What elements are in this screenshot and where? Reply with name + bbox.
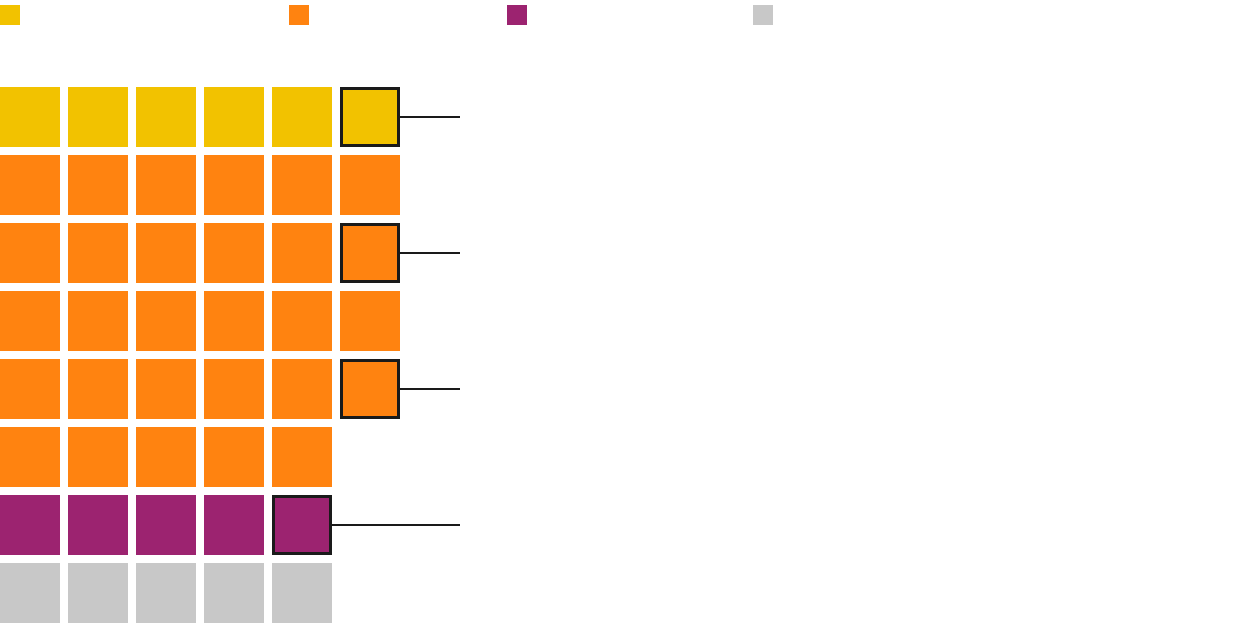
waffle-cell-orange (204, 155, 264, 215)
waffle-cell-orange (68, 427, 128, 487)
waffle-cell-yellow (272, 87, 332, 147)
waffle-cell-gray (68, 563, 128, 623)
waffle-cell-orange (0, 155, 60, 215)
waffle-cell-orange (0, 427, 60, 487)
waffle-cell-orange (0, 359, 60, 419)
waffle-cell-purple-highlighted (272, 495, 332, 555)
waffle-cell-purple (0, 495, 60, 555)
waffle-cell-orange (68, 359, 128, 419)
waffle-cell-yellow (0, 87, 60, 147)
legend-swatch-purple (507, 5, 527, 25)
waffle-cell-gray (272, 563, 332, 623)
waffle-cell-orange (68, 223, 128, 283)
waffle-cell-gray (204, 563, 264, 623)
chart-legend (0, 5, 773, 25)
waffle-cell-yellow (68, 87, 128, 147)
waffle-cell-orange (272, 223, 332, 283)
waffle-cell-orange (136, 359, 196, 419)
waffle-cell-orange-highlighted (340, 359, 400, 419)
waffle-cell-orange (0, 223, 60, 283)
legend-swatch-yellow (0, 5, 20, 25)
waffle-cell-orange (272, 291, 332, 351)
waffle-cell-orange (204, 427, 264, 487)
waffle-cell-orange (204, 223, 264, 283)
waffle-cell-orange (272, 359, 332, 419)
waffle-cell-gray (0, 563, 60, 623)
waffle-cell-purple (68, 495, 128, 555)
waffle-cell-orange-highlighted (340, 223, 400, 283)
waffle-cell-orange (0, 291, 60, 351)
waffle-cell-purple (204, 495, 264, 555)
waffle-cell-orange (136, 223, 196, 283)
waffle-cell-orange (136, 291, 196, 351)
legend-swatch-orange (289, 5, 309, 25)
waffle-cell-purple (136, 495, 196, 555)
waffle-cell-yellow-highlighted (340, 87, 400, 147)
waffle-cell-orange (136, 155, 196, 215)
waffle-cell-orange (272, 427, 332, 487)
callout-lines (332, 116, 460, 526)
waffle-cell-orange (340, 291, 400, 351)
waffle-cell-orange (68, 155, 128, 215)
waffle-cell-yellow (136, 87, 196, 147)
legend-swatch-gray (753, 5, 773, 25)
waffle-cell-orange (272, 155, 332, 215)
waffle-cell-orange (68, 291, 128, 351)
waffle-cell-gray (136, 563, 196, 623)
waffle-grid (0, 87, 400, 623)
waffle-cell-yellow (204, 87, 264, 147)
waffle-cell-orange (340, 155, 400, 215)
waffle-cell-orange (204, 359, 264, 419)
waffle-cell-orange (204, 291, 264, 351)
waffle-cell-orange (136, 427, 196, 487)
